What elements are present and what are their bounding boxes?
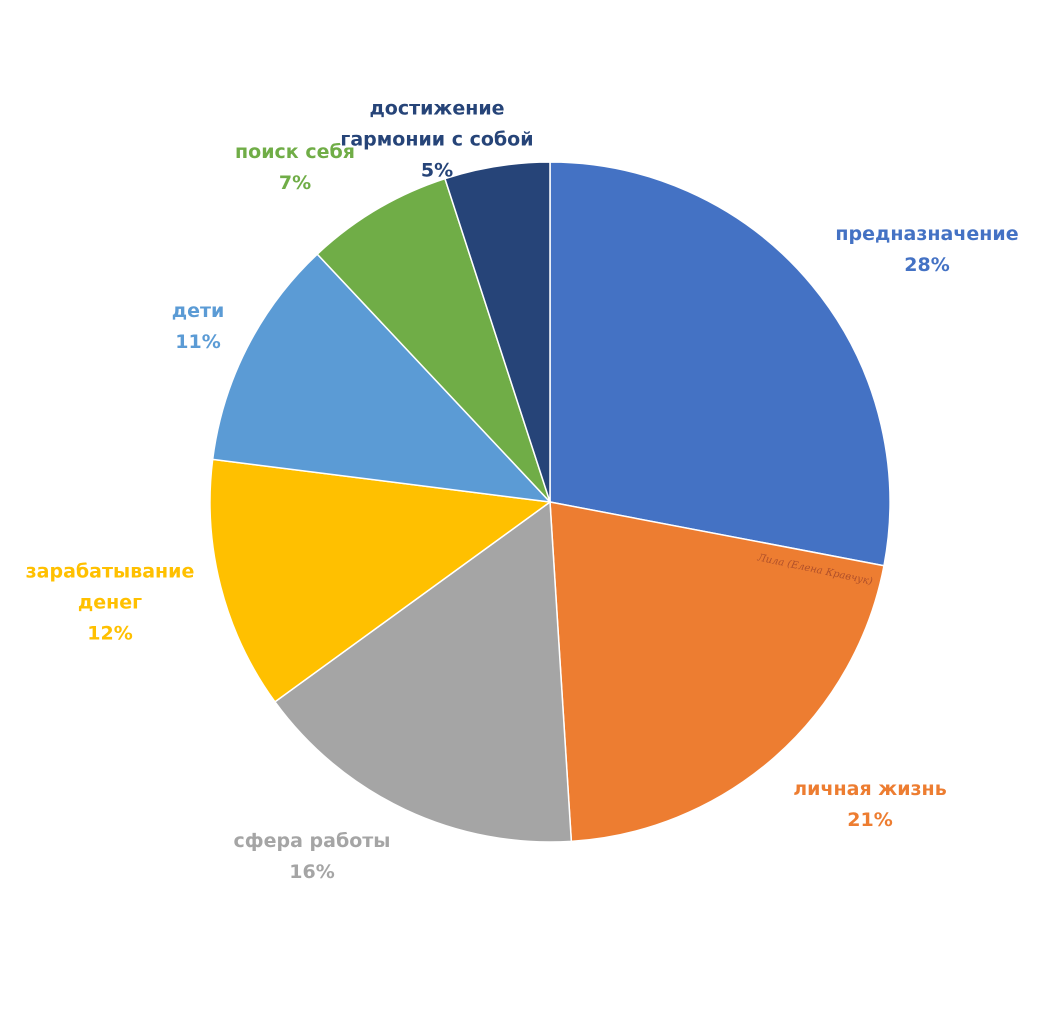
category-name: сфера работы [233, 830, 391, 852]
slice-label: достижение гармонии с собой 5% [332, 94, 542, 187]
pie-slice [273, 500, 573, 843]
category-name: поиск себя [235, 141, 355, 163]
percent-label: 28% [904, 254, 950, 276]
pie-slice [549, 161, 891, 567]
category-name: зарабатывание денег [25, 560, 195, 614]
slice-label: личная жизнь 21% [760, 774, 980, 836]
slice-label: дети 11% [138, 296, 258, 358]
percent-label: 21% [847, 809, 893, 831]
pie-slice [549, 501, 885, 843]
percent-label: 7% [278, 172, 312, 194]
category-name: достижение гармонии с собой [340, 97, 534, 151]
pie-slice [211, 253, 552, 504]
pie-slice [443, 161, 551, 503]
percent-label: 12% [87, 622, 133, 645]
slice-label: зарабатывание денег 12% [20, 557, 200, 650]
category-name: личная жизнь [793, 778, 947, 800]
percent-label: 11% [175, 331, 221, 353]
slice-label: поиск себя 7% [215, 137, 375, 199]
slice-label: предназначение 28% [812, 219, 1042, 281]
pie-slice [209, 458, 552, 703]
percent-label: 5% [420, 159, 454, 182]
slice-label: сфера работы 16% [202, 826, 422, 888]
category-name: дети [171, 300, 225, 322]
category-name: предназначение [835, 223, 1019, 245]
pie-slice [316, 177, 551, 503]
percent-label: 16% [289, 861, 335, 883]
